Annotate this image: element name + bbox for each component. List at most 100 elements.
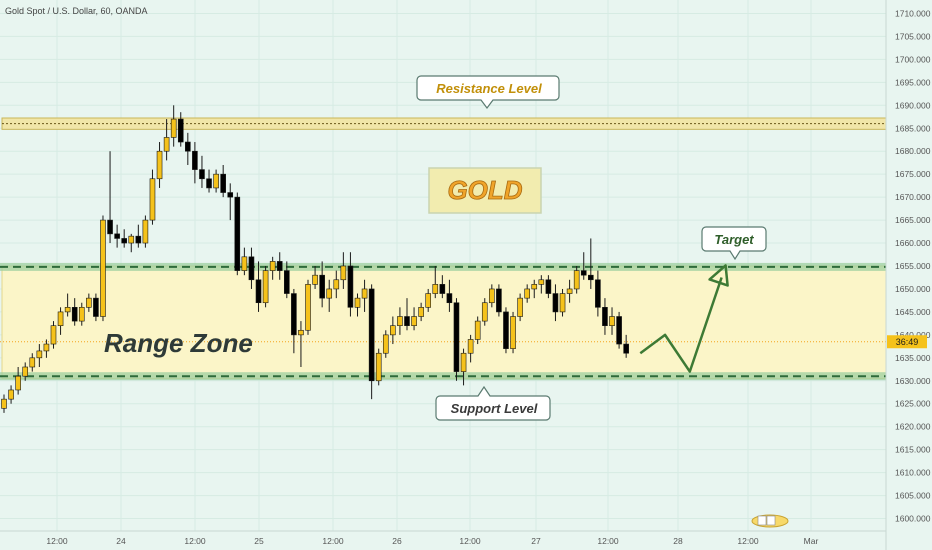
candle-body — [50, 325, 57, 345]
candle — [64, 293, 71, 317]
candle — [375, 348, 382, 386]
candle-body — [602, 307, 608, 326]
candle — [319, 261, 325, 308]
candle-body — [517, 297, 523, 317]
candle — [36, 344, 43, 368]
candle-body — [177, 118, 184, 143]
candle-body — [404, 316, 410, 326]
candle — [496, 284, 502, 317]
candle — [298, 321, 304, 368]
price-tick-label: 1620.000 — [895, 422, 931, 432]
range-zone-label: Range Zone — [104, 328, 253, 358]
price-tick-label: 1680.000 — [895, 146, 931, 156]
candle-body — [192, 150, 198, 170]
candle-body — [545, 279, 552, 294]
gold-label-text: GOLD — [447, 175, 522, 205]
time-tick-label: 26 — [392, 536, 402, 546]
candle-body — [368, 288, 375, 382]
candle-body — [496, 288, 502, 313]
candle — [163, 119, 170, 161]
candle — [8, 385, 14, 404]
candle-body — [185, 141, 191, 152]
candle-body — [29, 357, 36, 368]
candle-body — [623, 343, 629, 354]
time-tick-label: 24 — [116, 536, 126, 546]
candle — [354, 293, 361, 317]
candle-body — [595, 279, 601, 308]
range-zone-fill — [1, 265, 887, 379]
candle-body — [326, 288, 333, 299]
candle-body — [22, 366, 29, 377]
candle — [192, 142, 198, 184]
candle — [333, 270, 340, 299]
candle — [411, 307, 417, 331]
time-tick-label: 12:00 — [597, 536, 619, 546]
candle-body — [382, 334, 389, 354]
chart-logo-icon — [751, 514, 789, 528]
candle — [220, 164, 226, 198]
candle-body — [588, 274, 594, 281]
candle — [595, 270, 601, 317]
gold-label: GOLD — [428, 167, 542, 214]
candle — [177, 112, 184, 147]
last-price-tag-text: 36:49 — [896, 337, 919, 347]
candle-body — [8, 389, 14, 400]
price-tick-label: 1625.000 — [895, 399, 931, 409]
price-tick-label: 1605.000 — [895, 491, 931, 501]
projection-arrow — [639, 264, 729, 373]
candle-body — [149, 178, 156, 221]
time-tick-label: 25 — [254, 536, 264, 546]
candle-body — [262, 270, 269, 304]
support-label: Support Level — [435, 385, 551, 421]
candle-body — [78, 307, 85, 322]
candle — [517, 293, 523, 322]
candle-body — [298, 329, 304, 336]
candle — [128, 233, 135, 253]
candle — [545, 275, 552, 299]
candle — [276, 252, 283, 280]
price-tick-label: 1655.000 — [895, 261, 931, 271]
time-tick-label: 12:00 — [459, 536, 481, 546]
candle-body — [453, 302, 460, 372]
candle-body — [411, 316, 417, 326]
candle-body — [354, 297, 361, 308]
candle — [227, 183, 234, 221]
price-tick-label: 1670.000 — [895, 192, 931, 202]
time-axis[interactable]: 12:00 24 12:00 25 12:00 26 12:00 27 12:00 28 12:00… — [46, 536, 818, 546]
price-tick-label: 1695.000 — [895, 77, 931, 87]
candle — [418, 302, 424, 322]
candle — [255, 261, 262, 312]
candle — [234, 192, 241, 276]
time-tick-label: 12:00 — [46, 536, 68, 546]
candle-body — [375, 352, 382, 382]
candle-body — [107, 219, 113, 235]
candle — [1, 394, 7, 413]
resistance-label-text: Resistance Level — [436, 81, 542, 96]
candle-body — [474, 320, 481, 340]
candle-body — [340, 265, 347, 281]
candle-body — [616, 316, 622, 345]
price-axis[interactable]: 1710.000 1705.000 1700.000 1695.000 1690.000… — [895, 8, 931, 523]
candle-body — [283, 270, 290, 294]
candle — [432, 266, 439, 299]
price-tick-label: 1610.000 — [895, 468, 931, 478]
candle — [573, 266, 580, 294]
candle — [248, 247, 255, 289]
candle-body — [227, 192, 234, 198]
candle — [397, 307, 403, 335]
price-tick-label: 1650.000 — [895, 284, 931, 294]
candle — [361, 279, 368, 312]
candle-body — [100, 219, 106, 317]
candle — [602, 298, 608, 335]
candle-body — [481, 302, 488, 322]
candle — [283, 261, 290, 299]
candle-body — [135, 235, 142, 244]
candle-body — [15, 375, 21, 391]
candle — [86, 293, 92, 312]
candle-body — [418, 307, 424, 317]
candle-body — [552, 293, 559, 313]
candle-body — [86, 297, 92, 308]
price-tick-label: 1630.000 — [895, 376, 931, 386]
candle — [404, 298, 410, 331]
